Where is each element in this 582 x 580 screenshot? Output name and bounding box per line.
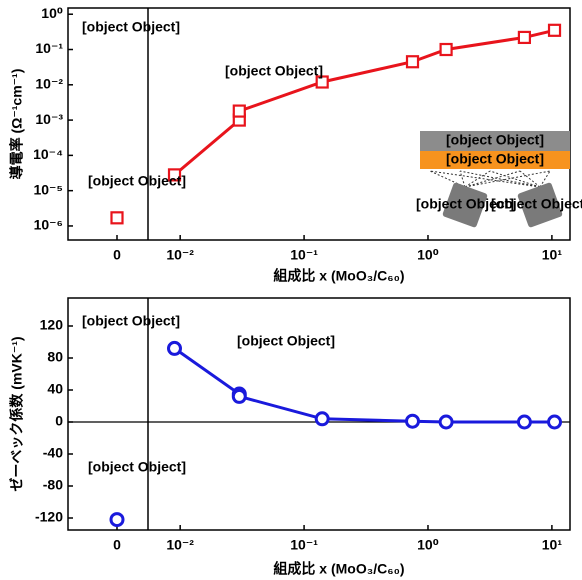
y-tick-label: 0 bbox=[55, 413, 63, 429]
data-point bbox=[407, 415, 419, 427]
data-point bbox=[316, 413, 328, 425]
annotation: [object Object] bbox=[82, 19, 180, 35]
annotation: [object Object] bbox=[82, 313, 180, 329]
data-point bbox=[112, 212, 123, 223]
beam bbox=[460, 171, 540, 187]
inset-label: [object Object] bbox=[491, 196, 582, 212]
data-point bbox=[549, 25, 560, 36]
annotation: [object Object] bbox=[225, 63, 323, 79]
inset-label: [object Object] bbox=[446, 151, 544, 167]
data-point bbox=[441, 44, 452, 55]
y-axis-label: 導電率 (Ω⁻¹cm⁻¹) bbox=[9, 69, 25, 180]
inset-label: [object Object] bbox=[446, 132, 544, 148]
fit-line bbox=[175, 348, 555, 422]
x-axis-label: 組成比 x (MoO₃/C₆₀) bbox=[273, 268, 404, 284]
y-tick-label: 120 bbox=[40, 317, 64, 333]
annotation: [object Object] bbox=[88, 173, 186, 189]
x-tick-label: 0 bbox=[113, 537, 121, 553]
x-axis-label: 組成比 x (MoO₃/C₆₀) bbox=[273, 561, 404, 577]
y-tick-label: -80 bbox=[43, 477, 63, 493]
x-tick-label: 10⁻¹ bbox=[290, 537, 318, 553]
data-point bbox=[111, 514, 123, 526]
y-tick-label: 10⁻¹ bbox=[35, 40, 63, 56]
beam bbox=[490, 171, 540, 187]
annotation: [object Object] bbox=[88, 459, 186, 475]
x-tick-label: 10⁻² bbox=[166, 247, 194, 263]
x-tick-label: 10⁻¹ bbox=[290, 247, 318, 263]
y-tick-label: 10⁰ bbox=[41, 5, 63, 21]
y-tick-label: 10⁻⁶ bbox=[34, 217, 63, 233]
data-point bbox=[549, 416, 561, 428]
x-tick-label: 10¹ bbox=[542, 247, 563, 263]
y-tick-label: -40 bbox=[43, 445, 63, 461]
y-tick-label: 10⁻³ bbox=[35, 111, 63, 127]
x-tick-label: 10⁻² bbox=[166, 537, 194, 553]
y-tick-label: -120 bbox=[35, 509, 63, 525]
data-point bbox=[233, 390, 245, 402]
data-point bbox=[519, 32, 530, 43]
data-point bbox=[234, 106, 245, 117]
beam bbox=[465, 171, 550, 187]
y-tick-label: 40 bbox=[47, 381, 63, 397]
x-tick-label: 10⁰ bbox=[417, 247, 439, 263]
x-tick-label: 10¹ bbox=[542, 537, 563, 553]
y-tick-label: 10⁻² bbox=[35, 75, 63, 91]
annotation: [object Object] bbox=[237, 333, 335, 349]
figure: 10⁰ 10⁻¹ 10⁻² 10⁻³ 10⁻⁴ 10⁻⁵ 10⁻⁶ 0 10⁻² 10⁻¹ 10⁰ 1… bbox=[0, 0, 582, 580]
data-point bbox=[440, 416, 452, 428]
data-point bbox=[407, 56, 418, 67]
data-point bbox=[518, 416, 530, 428]
x-tick-label: 0 bbox=[113, 247, 121, 263]
data-point bbox=[169, 342, 181, 354]
y-axis-label: ゼーベック係数 (mVK⁻¹) bbox=[9, 336, 25, 491]
y-tick-label: 10⁻⁴ bbox=[33, 146, 63, 162]
y-tick-label: 80 bbox=[47, 349, 63, 365]
x-tick-label: 10⁰ bbox=[417, 537, 439, 553]
y-tick-label: 10⁻⁵ bbox=[33, 181, 63, 197]
